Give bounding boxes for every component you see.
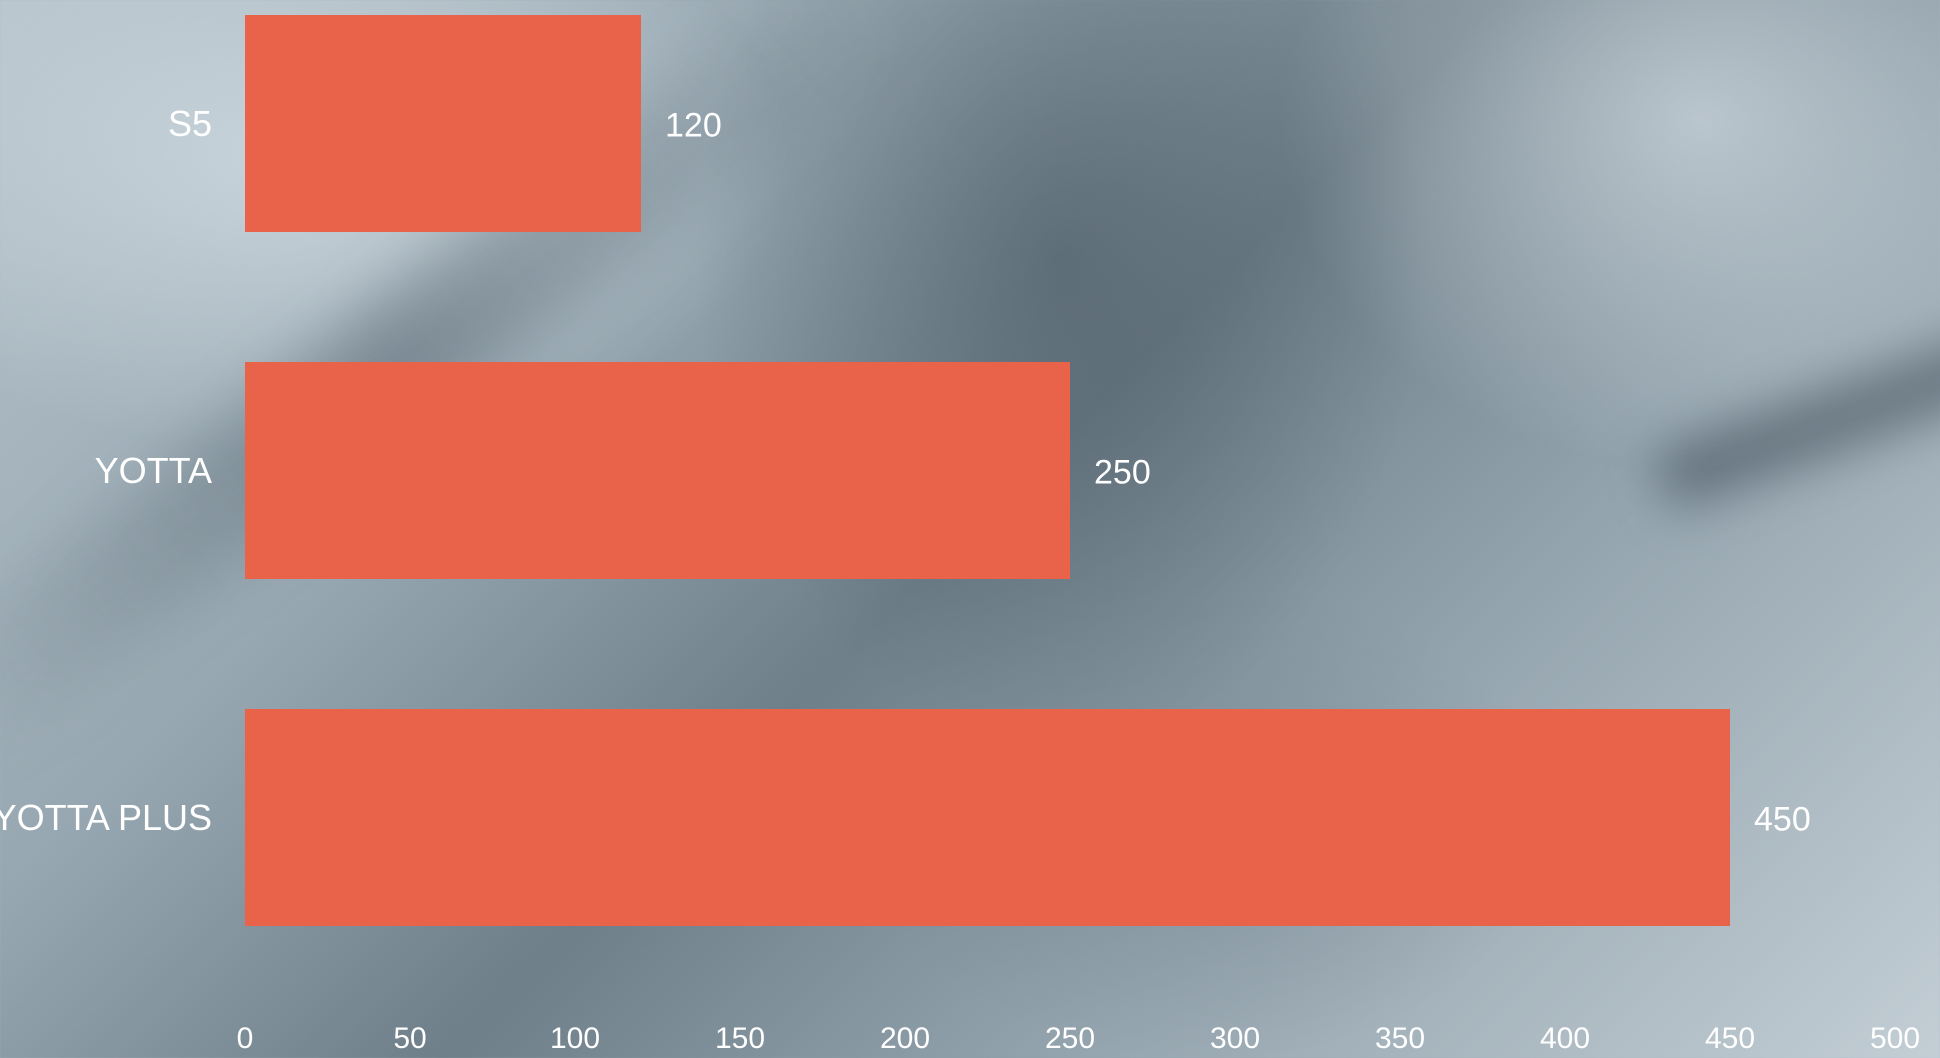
x-tick-label-450: 450 (1705, 1022, 1755, 1055)
x-tick-label-400: 400 (1540, 1022, 1590, 1055)
x-axis-ticks-group: 0 50 100 150 200 250 300 350 400 450 500 (237, 1022, 1920, 1055)
x-tick-label-200: 200 (880, 1022, 930, 1055)
x-tick-label-250: 250 (1045, 1022, 1095, 1055)
x-tick-label-150: 150 (715, 1022, 765, 1055)
value-labels-group: 120 250 450 (665, 107, 1811, 839)
value-label-s5: 120 (665, 107, 722, 145)
x-tick-label-500: 500 (1870, 1022, 1920, 1055)
x-tick-label-100: 100 (550, 1022, 600, 1055)
category-labels-group: S5 YOTTA YOTTA PLUS (0, 103, 212, 838)
bars-group (245, 15, 1730, 926)
x-tick-label-50: 50 (393, 1022, 426, 1055)
category-label-s5: S5 (168, 103, 212, 144)
x-tick-label-300: 300 (1210, 1022, 1260, 1055)
x-tick-label-350: 350 (1375, 1022, 1425, 1055)
bar-s5 (245, 15, 641, 232)
category-label-yotta-plus: YOTTA PLUS (0, 797, 212, 838)
bar-yotta-plus (245, 709, 1730, 926)
x-tick-label-0: 0 (237, 1022, 254, 1055)
category-label-yotta: YOTTA (95, 450, 212, 491)
value-label-yotta-plus: 450 (1754, 801, 1811, 839)
value-label-yotta: 250 (1094, 454, 1151, 492)
bar-yotta (245, 362, 1070, 579)
